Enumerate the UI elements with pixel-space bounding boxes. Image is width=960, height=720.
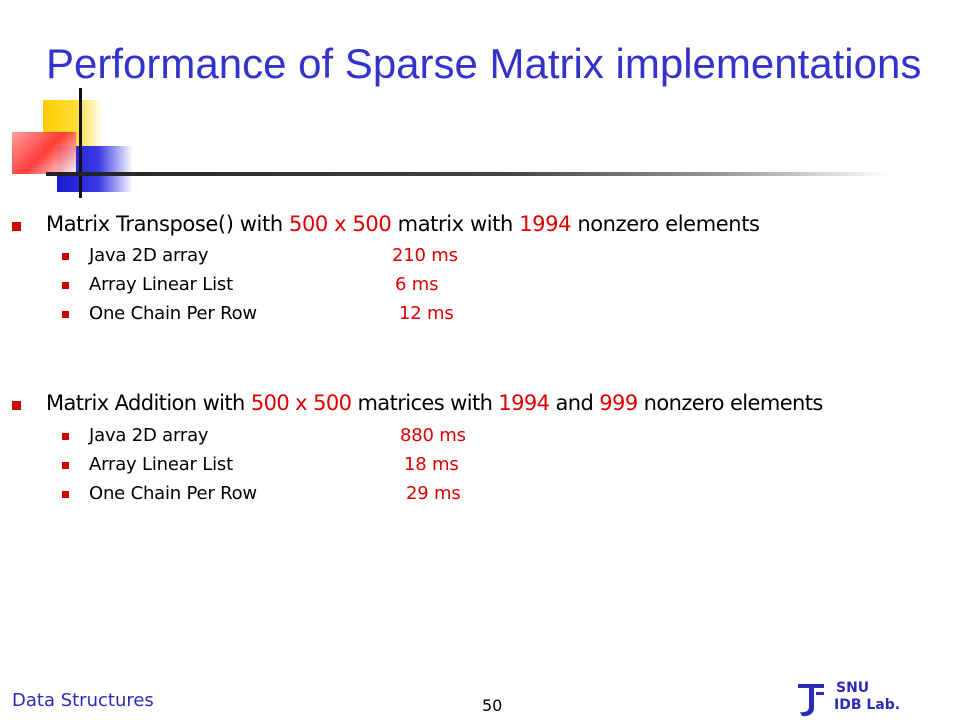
list-item: One Chain Per Row 29 ms: [62, 483, 461, 504]
heading-text: Matrix Addition with: [46, 391, 251, 415]
snu-logo-icon: [798, 684, 824, 717]
item-label: One Chain Per Row: [89, 303, 257, 324]
item-time: 210 ms: [392, 245, 458, 266]
list-item: Array Linear List 6 ms: [62, 274, 438, 295]
heading-text: matrices with: [351, 391, 499, 415]
list-item: One Chain Per Row 12 ms: [62, 303, 454, 324]
heading-text: nonzero elements: [637, 391, 824, 415]
item-time: 29 ms: [406, 483, 461, 504]
item-label: One Chain Per Row: [89, 483, 257, 504]
item-time: 6 ms: [395, 274, 439, 295]
list-item: Java 2D array 880 ms: [61, 425, 466, 446]
heading-nonzero-count: 999: [599, 391, 638, 415]
item-label: Java 2D array: [89, 425, 209, 446]
list-item: Java 2D array 210 ms: [61, 245, 458, 266]
heading-matrix-size: 500 x 500: [289, 212, 392, 236]
logo-text: SNU IDB Lab.: [834, 680, 900, 714]
bullet-transpose-heading: Matrix Transpose() with 500 x 500 matrix…: [12, 212, 760, 236]
page-number: 50: [482, 696, 503, 715]
heading-nonzero-count: 1994: [498, 391, 550, 415]
decor-horizontal-line: [46, 172, 891, 176]
item-time: 12 ms: [399, 303, 454, 324]
item-label: Java 2D array: [89, 245, 209, 266]
logo-line-idb-lab: IDB Lab.: [834, 697, 901, 713]
heading-text: matrix with: [391, 212, 520, 236]
bullet-addition-heading: Matrix Addition with 500 x 500 matrices …: [12, 391, 824, 415]
list-item: Array Linear List 18 ms: [62, 454, 459, 475]
heading-text: Matrix Transpose() with: [46, 212, 290, 236]
item-time: 880 ms: [400, 425, 466, 446]
heading-text: nonzero elements: [571, 212, 760, 236]
decor-red-square: [12, 132, 76, 174]
decor-vertical-line: [79, 88, 82, 198]
footer-course-name: Data Structures: [12, 690, 154, 711]
heading-nonzero-count: 1994: [519, 212, 572, 236]
slide-title: Performance of Sparse Matrix implementat…: [46, 40, 922, 87]
item-label: Array Linear List: [89, 274, 233, 295]
item-time: 18 ms: [404, 454, 459, 475]
logo-line-snu: SNU: [836, 680, 870, 696]
item-label: Array Linear List: [89, 454, 233, 475]
heading-text: and: [549, 391, 600, 415]
heading-matrix-size: 500 x 500: [250, 391, 352, 415]
